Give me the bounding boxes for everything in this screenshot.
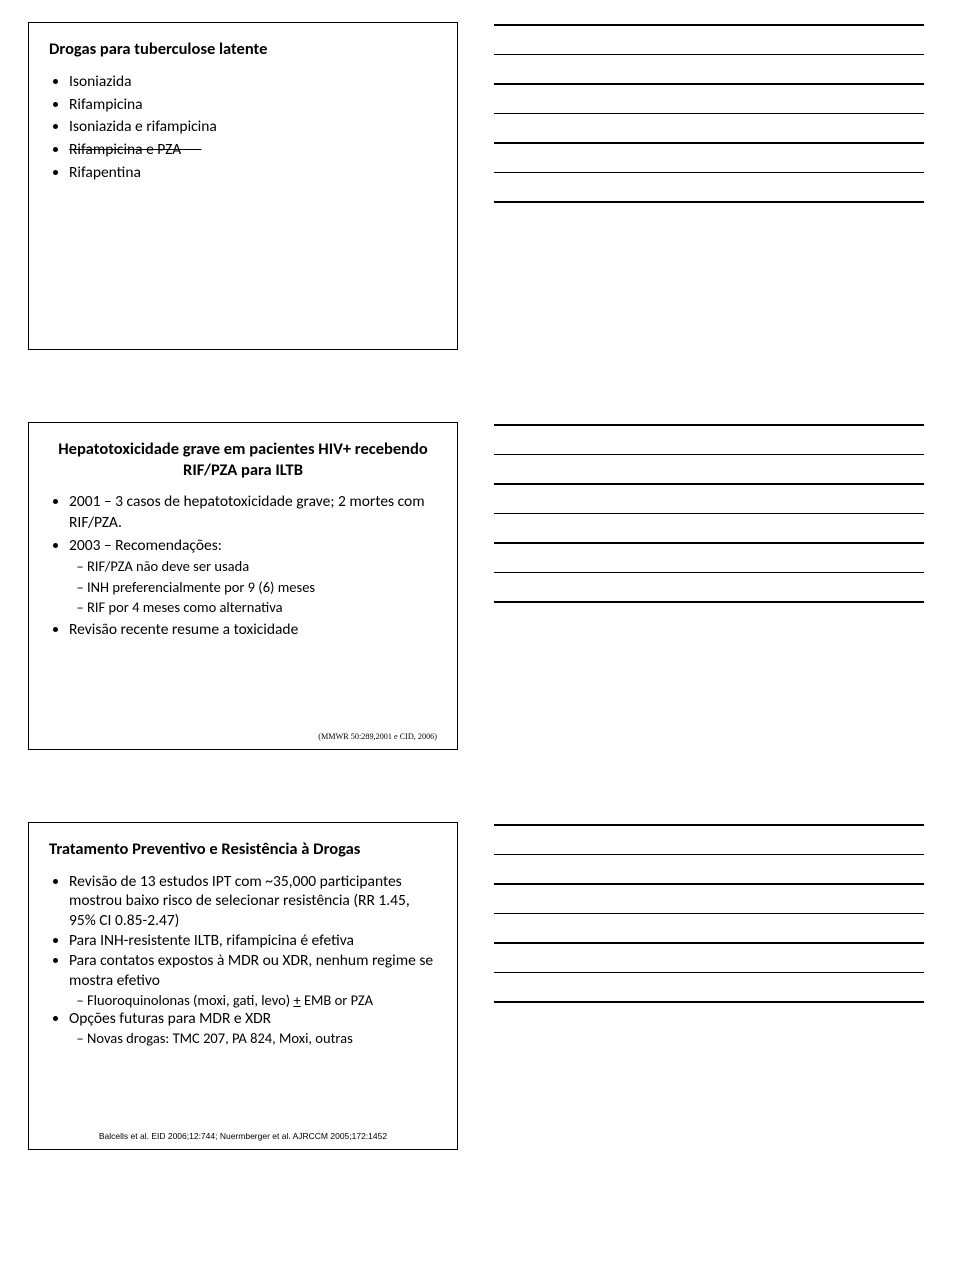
- slide1-item: Rifapentina: [69, 163, 437, 184]
- slide2-subitem: RIF por 4 meses como alternativa: [87, 598, 437, 618]
- note-line: [494, 942, 924, 944]
- slide3-subitem: Novas drogas: TMC 207, PA 824, Moxi, out…: [87, 1029, 437, 1048]
- slide3-item: Para INH-resistente ILTB, rifampicina é …: [69, 931, 437, 951]
- slide1-item: Isoniazida: [69, 72, 437, 93]
- row-3: Tratamento Preventivo e Resistência à Dr…: [28, 822, 932, 1150]
- page: Drogas para tuberculose latente Isoniazi…: [0, 0, 960, 1178]
- slide3-item-text: Para contatos expostos à MDR ou XDR, nen…: [69, 951, 433, 990]
- slide-drogas-tb-latente: Drogas para tuberculose latente Isoniazi…: [28, 22, 458, 350]
- slide2-sublist: RIF/PZA não deve ser usada INH preferenc…: [69, 557, 437, 618]
- note-line: [494, 513, 924, 515]
- slide3-title: Tratamento Preventivo e Resistência à Dr…: [49, 839, 437, 860]
- notes-area-3: [494, 822, 924, 1150]
- note-line: [494, 113, 924, 115]
- note-line: [494, 83, 924, 85]
- note-line: [494, 424, 924, 426]
- slide3-subitem: Fluoroquinolonas (moxi, gati, levo) + EM…: [87, 991, 437, 1010]
- slide3-item: Revisão de 13 estudos IPT com ~35,000 pa…: [69, 872, 437, 931]
- slide3-sublist: Fluoroquinolonas (moxi, gati, levo) + EM…: [69, 991, 437, 1010]
- note-line: [494, 142, 924, 144]
- slide1-title: Drogas para tuberculose latente: [49, 39, 437, 60]
- note-line: [494, 454, 924, 456]
- slide-hepatotoxicidade: Hepatotoxicidade grave em pacientes HIV+…: [28, 422, 458, 750]
- note-line: [494, 201, 924, 203]
- slide2-item-text: 2003 – Recomendações:: [69, 536, 222, 555]
- note-line: [494, 913, 924, 915]
- slide2-item: Revisão recente resume a toxicidade: [69, 620, 437, 641]
- note-line: [494, 542, 924, 544]
- row-1: Drogas para tuberculose latente Isoniazi…: [28, 22, 932, 350]
- slide2-subitem: RIF/PZA não deve ser usada: [87, 557, 437, 577]
- slide2-item: 2001 – 3 casos de hepatotoxicidade grave…: [69, 492, 437, 534]
- slide2-title: Hepatotoxicidade grave em pacientes HIV+…: [49, 439, 437, 480]
- slide1-item: Isoniazida e rifampicina: [69, 117, 437, 138]
- note-line: [494, 24, 924, 26]
- note-line: [494, 572, 924, 574]
- slide1-list: Isoniazida Rifampicina Isoniazida e rifa…: [49, 72, 437, 187]
- sub-text: Fluoroquinolonas (moxi, gati, levo) + EM…: [87, 991, 373, 1009]
- note-line: [494, 601, 924, 603]
- slide3-citation: Balcells et al. EID 2006;12:744; Nuermbe…: [29, 1131, 457, 1141]
- note-line: [494, 1001, 924, 1003]
- slide2-citation: (MMWR 50:289,2001 e CID, 2006): [318, 732, 437, 741]
- slide3-item-text: Opções futuras para MDR e XDR: [69, 1009, 271, 1028]
- note-line: [494, 824, 924, 826]
- slide3-item: Opções futuras para MDR e XDR Novas drog…: [69, 1009, 437, 1047]
- slide3-sublist: Novas drogas: TMC 207, PA 824, Moxi, out…: [69, 1029, 437, 1048]
- note-line: [494, 883, 924, 885]
- note-line: [494, 483, 924, 485]
- note-line: [494, 854, 924, 856]
- note-line: [494, 972, 924, 974]
- slide1-item: Rifampicina: [69, 95, 437, 116]
- slide1-item-struck: Rifampicina e PZA: [69, 140, 437, 161]
- slide-tratamento-preventivo: Tratamento Preventivo e Resistência à Dr…: [28, 822, 458, 1150]
- row-2: Hepatotoxicidade grave em pacientes HIV+…: [28, 422, 932, 750]
- note-line: [494, 54, 924, 56]
- slide3-item: Para contatos expostos à MDR ou XDR, nen…: [69, 951, 437, 1009]
- notes-area-2: [494, 422, 924, 750]
- slide2-item: 2003 – Recomendações: RIF/PZA não deve s…: [69, 536, 437, 618]
- slide3-list: Revisão de 13 estudos IPT com ~35,000 pa…: [49, 872, 437, 1048]
- slide1-item-text: Rifampicina e PZA: [69, 140, 181, 159]
- notes-area-1: [494, 22, 924, 350]
- slide2-subitem: INH preferencialmente por 9 (6) meses: [87, 578, 437, 598]
- note-line: [494, 172, 924, 174]
- slide2-list: 2001 – 3 casos de hepatotoxicidade grave…: [49, 492, 437, 642]
